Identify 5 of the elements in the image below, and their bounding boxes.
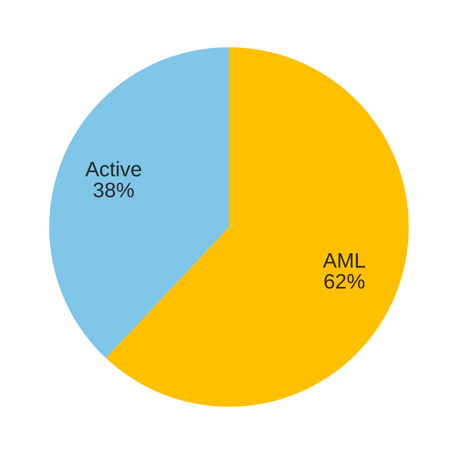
data-label: 38% — [94, 182, 134, 198]
data-label: 62% — [324, 274, 364, 289]
slice-label: Active — [85, 161, 142, 176]
pie-slice — [49, 47, 229, 358]
slice-label: AML — [322, 253, 366, 268]
